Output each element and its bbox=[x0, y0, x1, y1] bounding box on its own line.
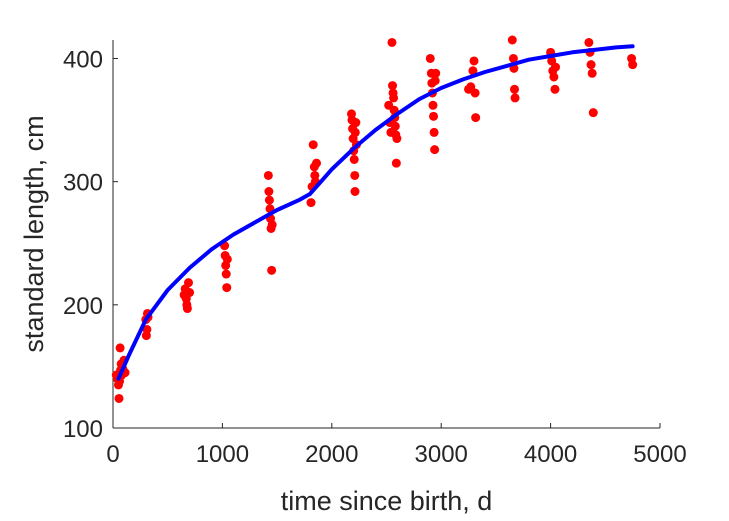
data-point bbox=[351, 118, 361, 128]
x-tick-label: 0 bbox=[106, 441, 119, 468]
x-tick-label: 2000 bbox=[305, 441, 358, 468]
data-point bbox=[508, 53, 518, 63]
data-point bbox=[587, 68, 597, 78]
y-tick-label: 100 bbox=[63, 416, 103, 443]
data-point bbox=[429, 111, 439, 121]
data-point bbox=[628, 60, 638, 70]
data-point bbox=[468, 66, 478, 76]
data-point bbox=[183, 278, 193, 288]
x-ticks: 0 1000 2000 3000 4000 5000 bbox=[106, 423, 687, 468]
data-point bbox=[306, 198, 316, 208]
data-point bbox=[263, 170, 273, 180]
data-point bbox=[470, 88, 480, 98]
y-axis-label: standard length, cm bbox=[19, 115, 49, 352]
y-tick-label: 300 bbox=[63, 170, 103, 197]
data-point bbox=[264, 187, 274, 197]
data-point bbox=[350, 170, 360, 180]
data-point bbox=[311, 158, 321, 168]
data-point bbox=[507, 35, 517, 45]
data-point bbox=[428, 100, 438, 110]
axes: 0 1000 2000 3000 4000 5000 100 200 300 400 bbox=[63, 40, 687, 468]
data-point bbox=[387, 37, 397, 47]
x-tick-label: 5000 bbox=[633, 441, 686, 468]
x-axis-label: time since birth, d bbox=[281, 486, 493, 516]
data-point bbox=[549, 72, 559, 82]
y-ticks: 100 200 300 400 bbox=[63, 46, 118, 443]
data-point bbox=[550, 84, 560, 94]
data-point bbox=[182, 304, 192, 314]
data-point bbox=[390, 121, 400, 131]
data-point bbox=[431, 68, 441, 78]
data-point bbox=[264, 195, 274, 205]
y-tick-label: 400 bbox=[63, 46, 103, 73]
data-point bbox=[267, 265, 277, 275]
data-point bbox=[142, 324, 152, 334]
data-point bbox=[551, 62, 561, 72]
data-point bbox=[392, 134, 402, 144]
data-point bbox=[510, 93, 520, 103]
data-point bbox=[430, 76, 440, 86]
data-point bbox=[350, 127, 360, 137]
data-point bbox=[115, 343, 125, 353]
data-point bbox=[586, 60, 596, 70]
data-point bbox=[185, 288, 195, 298]
data-point bbox=[221, 269, 231, 279]
data-point bbox=[584, 37, 594, 47]
x-tick-label: 4000 bbox=[524, 441, 577, 468]
data-point bbox=[471, 113, 481, 123]
data-point bbox=[267, 220, 277, 230]
data-point bbox=[222, 254, 232, 264]
data-point bbox=[222, 283, 232, 293]
y-tick-label: 200 bbox=[63, 293, 103, 320]
data-point bbox=[509, 84, 519, 94]
data-points bbox=[111, 35, 638, 403]
data-point bbox=[425, 53, 435, 63]
fit-curve bbox=[116, 44, 635, 381]
x-tick-label: 1000 bbox=[196, 441, 249, 468]
x-tick-label: 3000 bbox=[415, 441, 468, 468]
data-point bbox=[350, 187, 360, 197]
data-point bbox=[114, 393, 124, 403]
data-point bbox=[308, 140, 318, 150]
data-point bbox=[469, 56, 479, 66]
data-point bbox=[588, 108, 598, 118]
data-point bbox=[429, 127, 439, 137]
data-point bbox=[430, 145, 440, 155]
data-point bbox=[389, 93, 399, 103]
data-point bbox=[349, 154, 359, 164]
data-point bbox=[391, 158, 401, 168]
data-point bbox=[388, 81, 398, 91]
